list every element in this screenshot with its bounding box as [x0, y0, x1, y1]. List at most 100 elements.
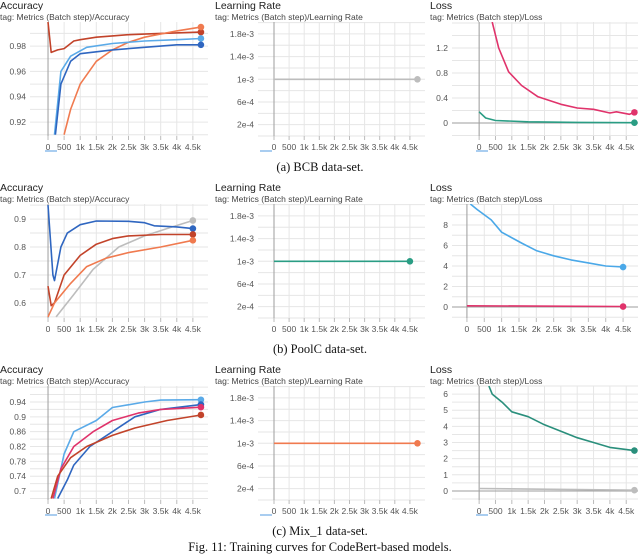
- x-tick-label: 3.5k: [153, 506, 170, 516]
- x-tick-label: 4k: [605, 142, 615, 152]
- chart-title: Accuracy: [0, 182, 44, 194]
- x-tick-label: 1.5k: [520, 506, 537, 516]
- y-tick-label: 4: [443, 261, 448, 271]
- x-tick-label: 4k: [172, 506, 182, 516]
- expand-toggle[interactable]: [45, 150, 57, 152]
- chart-loss: 0 0.4 0.8 1.2 0 500 1k 1.5k 2k 2.5k 3k 3.5k 4k 4.5k: [436, 22, 638, 152]
- series-end-marker: [619, 303, 627, 310]
- y-tick-label: 0.6: [14, 298, 26, 308]
- y-tick-label: 5: [443, 405, 448, 415]
- x-tick-label: 2.5k: [120, 506, 137, 516]
- x-tick-label: 500: [282, 506, 296, 516]
- expand-toggle[interactable]: [260, 150, 272, 152]
- x-tick-label: 2.5k: [120, 324, 137, 334]
- x-tick-label: 3k: [360, 506, 370, 516]
- series-end-marker: [197, 411, 205, 419]
- x-tick-label: 3.5k: [586, 506, 603, 516]
- gridlines: [452, 204, 638, 322]
- expand-toggle[interactable]: [476, 150, 488, 152]
- x-tick-label: 4.5k: [185, 142, 202, 152]
- chart-title: Loss: [430, 364, 453, 376]
- y-tick-label: 1.4e-3: [230, 416, 254, 426]
- series-line: [491, 22, 635, 116]
- y-tick-label: 8: [443, 220, 448, 230]
- x-tick-label: 4.5k: [402, 506, 419, 516]
- x-tick-label: 3.5k: [586, 142, 603, 152]
- series-end-marker: [189, 225, 197, 232]
- y-tick-label: 0.9: [14, 214, 26, 224]
- row-mix1: Accuracy tag: Metrics (Batch step)/Accur…: [0, 364, 640, 546]
- x-tick-label: 3.5k: [372, 324, 389, 334]
- row-plots: 0.920.940.960.980 500 1k 1.5k 2k 2.5k 3k 3.5k 4k…: [9, 22, 638, 152]
- series-end-marker: [631, 486, 638, 494]
- x-tick-label: 2.5k: [341, 324, 358, 334]
- x-tick-label: 3.5k: [153, 324, 170, 334]
- x-tick-label: 500: [57, 142, 71, 152]
- gridlines: [258, 22, 425, 140]
- y-tick-label: 0.78: [9, 456, 26, 466]
- chart-loss: 0 2 4 6 8 0 500 1k 1.5k 2k 2.5k 3k 3.5k 4k 4.5k: [443, 204, 638, 334]
- chart-title: Learning Rate: [215, 182, 281, 194]
- y-tick-label: 1.4e-3: [230, 234, 254, 244]
- row-bcb: Accuracy tag: Metrics (Batch step)/Accur…: [0, 0, 640, 182]
- x-tick-label: 0: [465, 324, 470, 334]
- y-tick-label: 2e-4: [237, 302, 254, 312]
- x-tick-label: 4.5k: [402, 142, 419, 152]
- y-tick-label: 0.92: [9, 117, 26, 127]
- x-tick-label: 1.5k: [88, 142, 105, 152]
- chart-tag: tag: Metrics (Batch step)/Learning Rate: [215, 194, 363, 204]
- expand-toggle[interactable]: [476, 514, 488, 516]
- chart-tag: tag: Metrics (Batch step)/Learning Rate: [215, 376, 363, 386]
- chart-learning-rate: 2e-4 6e-4 1e-3 1.4e-3 1.8e-3 0 500 1k 1.5k 2k 2.5k…: [230, 386, 425, 516]
- x-tick-label: 1k: [300, 324, 310, 334]
- x-tick-label: 0: [46, 142, 51, 152]
- x-tick-label: 0: [46, 324, 51, 334]
- series-end-marker: [189, 217, 197, 224]
- x-tick-label: 0: [272, 324, 277, 334]
- chart-tag: tag: Metrics (Batch step)/Accuracy: [0, 12, 130, 22]
- x-tick-label: 1.5k: [88, 506, 105, 516]
- chart-tag: tag: Metrics (Batch step)/Accuracy: [0, 194, 130, 204]
- series-line: [55, 219, 194, 318]
- x-tick-label: 3.5k: [372, 506, 389, 516]
- y-tick-label: 0.86: [9, 427, 26, 437]
- y-tick-label: 1.8e-3: [230, 393, 254, 403]
- x-tick-label: 500: [57, 324, 71, 334]
- x-tick-label: 2k: [330, 506, 340, 516]
- series-end-marker: [414, 439, 421, 447]
- y-tick-label: 0.94: [9, 397, 26, 407]
- expand-toggle[interactable]: [45, 514, 57, 516]
- x-tick-label: 3k: [140, 506, 150, 516]
- x-tick-label: 1k: [76, 142, 86, 152]
- chart-accuracy: 0.6 0.7 0.8 0.9 0 500 1k 1.5k 2k 2.5k 3k 3.5k 4k 4.5k: [14, 204, 208, 334]
- x-tick-label: 4.5k: [618, 142, 635, 152]
- row-plots: 0.60.70.80.90 500 1k 1.5k 2k 2.5k 3k 3.5k 4k 4.5k…: [14, 204, 638, 334]
- x-tick-label: 2.5k: [341, 142, 358, 152]
- x-tick-label: 500: [282, 142, 296, 152]
- x-tick-label: 4k: [390, 506, 400, 516]
- series-end-marker: [197, 23, 205, 31]
- y-tick-label: 1e-3: [237, 438, 254, 448]
- y-tick-label: 0.8: [14, 242, 26, 252]
- expand-toggle[interactable]: [260, 514, 272, 516]
- y-tick-label: 0.96: [9, 66, 26, 76]
- x-tick-label: 1k: [507, 142, 517, 152]
- chart-title: Loss: [430, 0, 453, 12]
- x-tick-label: 3.5k: [153, 142, 170, 152]
- series-end-marker: [197, 396, 205, 404]
- y-tick-label: 6e-4: [237, 97, 254, 107]
- x-tick-label: 4.5k: [618, 506, 635, 516]
- y-tick-label: 6e-4: [237, 279, 254, 289]
- x-tick-label: 4k: [390, 142, 400, 152]
- x-tick-label: 500: [488, 142, 502, 152]
- series-line: [469, 204, 624, 268]
- x-tick-label: 2.5k: [553, 506, 570, 516]
- x-tick-label: 2.5k: [553, 142, 570, 152]
- chart-tag: tag: Metrics (Batch step)/Accuracy: [0, 376, 130, 386]
- x-tick-label: 4.5k: [185, 324, 202, 334]
- chart-tag: tag: Metrics (Batch step)/Loss: [430, 376, 543, 386]
- row-poolc: Accuracy tag: Metrics (Batch step)/Accur…: [0, 182, 640, 364]
- x-tick-label: 1.5k: [311, 142, 328, 152]
- chart-accuracy: 0.92 0.94 0.96 0.98 0 500 1k 1.5k 2k 2.5k 3k 3.5k 4k…: [9, 22, 208, 152]
- x-tick-label: 1k: [497, 324, 507, 334]
